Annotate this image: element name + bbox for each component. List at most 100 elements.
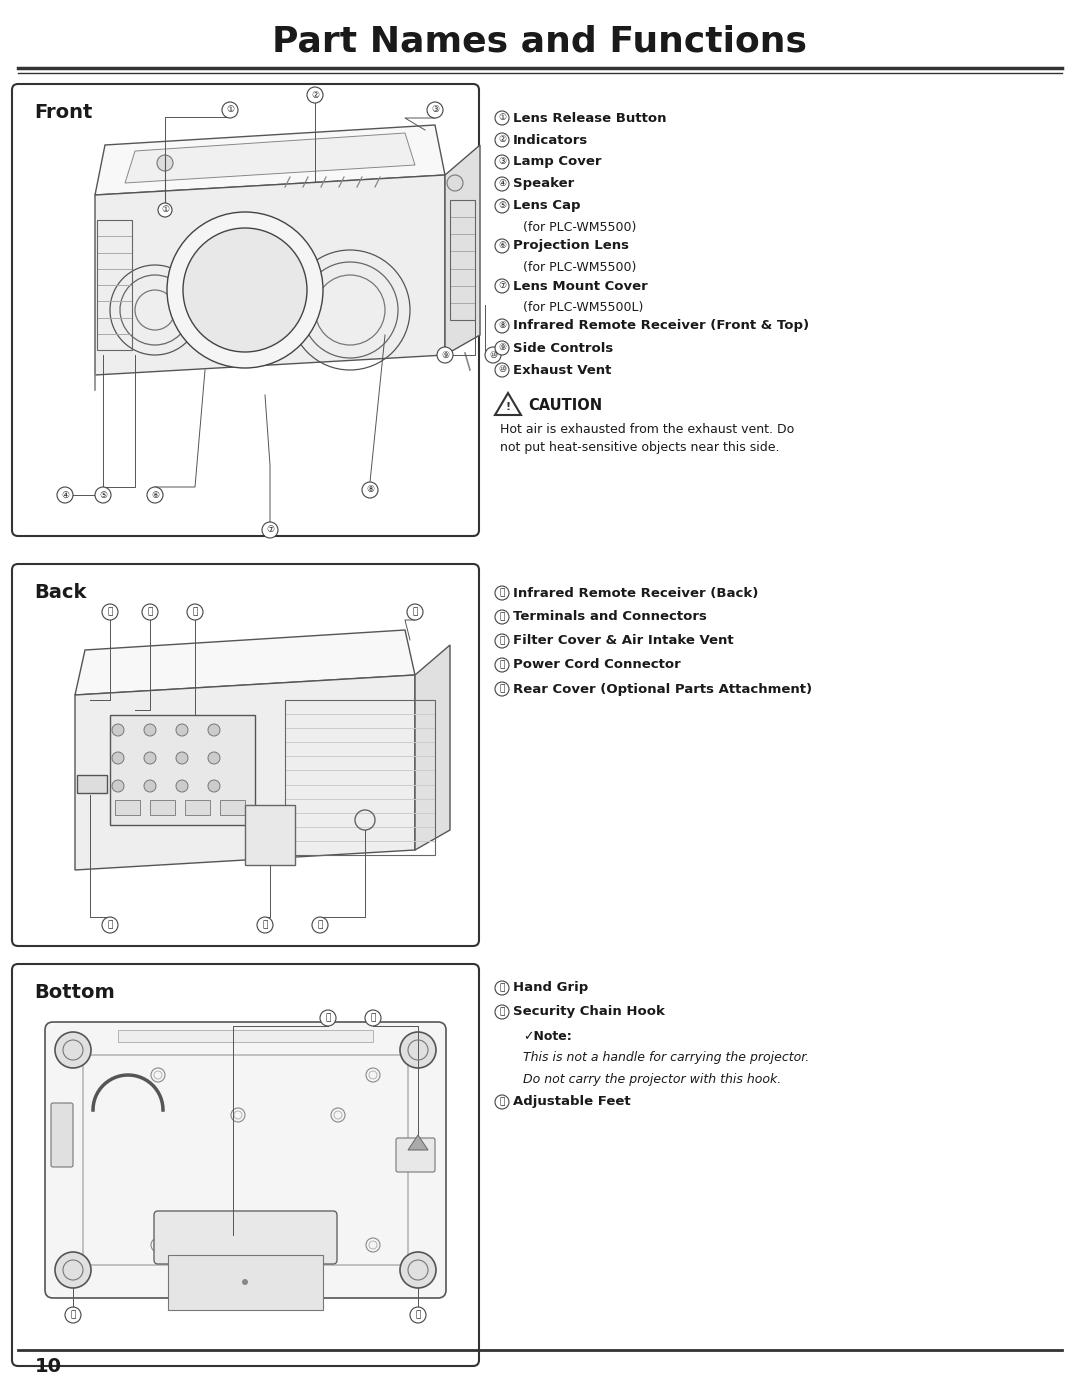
Circle shape: [242, 1280, 248, 1285]
Text: Back: Back: [33, 583, 86, 602]
Circle shape: [495, 155, 509, 169]
Text: Do not carry the projector with this hook.: Do not carry the projector with this hoo…: [523, 1073, 781, 1087]
Circle shape: [213, 258, 276, 321]
Bar: [110, 715, 255, 826]
Circle shape: [112, 752, 124, 764]
Text: Rear Cover (Optional Parts Attachment): Rear Cover (Optional Parts Attachment): [513, 683, 812, 696]
Text: Hot air is exhausted from the exhaust vent. Do: Hot air is exhausted from the exhaust ve…: [500, 423, 794, 436]
Bar: [245, 805, 295, 865]
FancyBboxPatch shape: [51, 1104, 73, 1166]
Bar: [97, 219, 132, 351]
Circle shape: [141, 604, 158, 620]
Circle shape: [400, 1252, 436, 1288]
FancyBboxPatch shape: [12, 564, 480, 946]
Circle shape: [102, 916, 118, 933]
Circle shape: [144, 724, 156, 736]
Circle shape: [176, 752, 188, 764]
Text: ⑯: ⑯: [262, 921, 268, 929]
Circle shape: [400, 1032, 436, 1067]
Text: Terminals and Connectors: Terminals and Connectors: [513, 610, 707, 623]
Circle shape: [102, 604, 118, 620]
Text: Part Names and Functions: Part Names and Functions: [272, 25, 808, 59]
Text: ⑱: ⑱: [70, 1310, 76, 1320]
Circle shape: [365, 1010, 381, 1025]
Circle shape: [437, 346, 453, 363]
Circle shape: [410, 1308, 426, 1323]
Circle shape: [495, 682, 509, 696]
Text: CAUTION: CAUTION: [528, 398, 603, 412]
Polygon shape: [408, 1134, 428, 1150]
Bar: [118, 1030, 373, 1042]
Text: Front: Front: [33, 102, 93, 122]
Text: Security Chain Hook: Security Chain Hook: [513, 1006, 665, 1018]
Circle shape: [495, 610, 509, 624]
Text: Adjustable Feet: Adjustable Feet: [513, 1095, 631, 1108]
Circle shape: [55, 1252, 91, 1288]
Text: ⑨: ⑨: [441, 351, 449, 359]
Text: ①: ①: [226, 106, 234, 115]
Circle shape: [262, 522, 278, 538]
Text: 10: 10: [35, 1358, 62, 1376]
Circle shape: [495, 239, 509, 253]
Circle shape: [176, 724, 188, 736]
Text: Indicators: Indicators: [513, 134, 589, 147]
Text: Projection Lens: Projection Lens: [513, 239, 629, 253]
Circle shape: [197, 242, 293, 338]
Text: Speaker: Speaker: [513, 177, 575, 190]
Circle shape: [495, 1095, 509, 1109]
Circle shape: [57, 488, 73, 503]
Bar: [77, 775, 107, 793]
Text: This is not a handle for carrying the projector.: This is not a handle for carrying the pr…: [523, 1052, 809, 1065]
Bar: [114, 800, 140, 814]
Text: ⑭: ⑭: [499, 661, 504, 669]
Text: ⑪: ⑪: [107, 608, 112, 616]
Text: ⑮: ⑮: [499, 685, 504, 693]
Text: ⑥: ⑥: [151, 490, 159, 500]
Circle shape: [167, 212, 323, 367]
Circle shape: [447, 175, 463, 191]
Polygon shape: [75, 630, 415, 694]
Circle shape: [144, 752, 156, 764]
Circle shape: [495, 585, 509, 599]
Circle shape: [157, 155, 173, 170]
Circle shape: [208, 724, 220, 736]
Polygon shape: [95, 175, 445, 374]
Text: ⑫: ⑫: [499, 612, 504, 622]
Text: Filter Cover & Air Intake Vent: Filter Cover & Air Intake Vent: [513, 634, 733, 647]
Text: ③: ③: [431, 106, 440, 115]
Text: ④: ④: [60, 490, 69, 500]
Text: ②: ②: [311, 91, 319, 99]
Circle shape: [158, 203, 172, 217]
Circle shape: [495, 634, 509, 648]
Circle shape: [495, 981, 509, 995]
FancyBboxPatch shape: [12, 84, 480, 536]
Circle shape: [495, 1004, 509, 1018]
Text: ②: ②: [498, 136, 507, 144]
Text: Power Cord Connector: Power Cord Connector: [513, 658, 680, 672]
Text: ⑰: ⑰: [370, 1013, 376, 1023]
Text: ⑱: ⑱: [416, 1310, 421, 1320]
Text: ⑱: ⑱: [499, 1098, 504, 1106]
Polygon shape: [445, 145, 480, 355]
Text: ①: ①: [498, 113, 507, 123]
Circle shape: [222, 102, 238, 117]
Circle shape: [144, 780, 156, 792]
Text: ③: ③: [498, 158, 507, 166]
Circle shape: [187, 604, 203, 620]
Circle shape: [112, 724, 124, 736]
Polygon shape: [75, 675, 415, 870]
Circle shape: [147, 488, 163, 503]
Circle shape: [427, 102, 443, 117]
Circle shape: [495, 198, 509, 212]
Circle shape: [176, 780, 188, 792]
Text: ⑦: ⑦: [498, 282, 507, 291]
Circle shape: [495, 341, 509, 355]
Text: Lamp Cover: Lamp Cover: [513, 155, 602, 169]
Circle shape: [495, 279, 509, 293]
Text: ⑱: ⑱: [318, 921, 323, 929]
Circle shape: [95, 488, 111, 503]
Circle shape: [495, 319, 509, 332]
Circle shape: [257, 916, 273, 933]
Circle shape: [320, 1010, 336, 1025]
Text: ⑮: ⑮: [107, 921, 112, 929]
